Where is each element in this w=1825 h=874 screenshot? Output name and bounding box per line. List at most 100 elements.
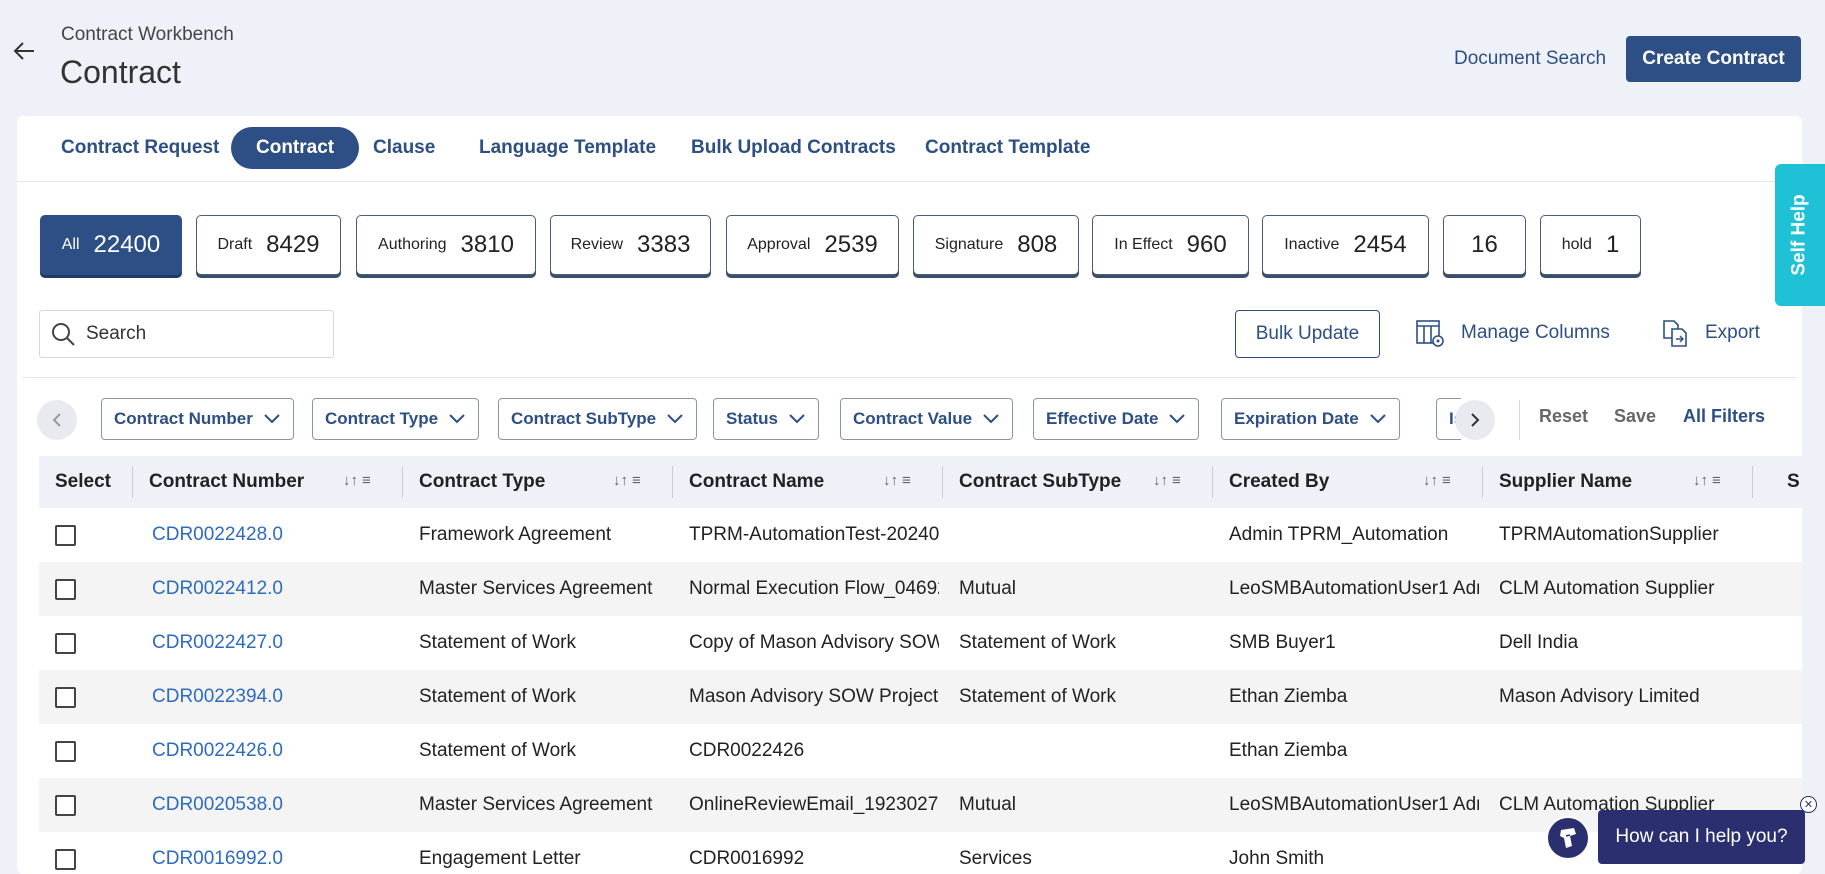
filter-effective-date[interactable]: Effective Date <box>1033 398 1200 440</box>
table-row[interactable]: CDR0022394.0 Statement of Work Mason Adv… <box>39 670 1802 724</box>
column-separator[interactable] <box>132 466 133 498</box>
filters-scroll-left-button[interactable] <box>37 400 77 440</box>
tab-bulk-upload-contracts[interactable]: Bulk Upload Contracts <box>691 137 896 158</box>
row-select-checkbox[interactable] <box>55 633 76 654</box>
status-chip-unlabeled[interactable]: 16 <box>1443 215 1526 275</box>
tab-language-template[interactable]: Language Template <box>479 137 657 158</box>
row-select-checkbox[interactable] <box>55 849 76 870</box>
cell-contract-subtype: Statement of Work <box>959 686 1116 707</box>
row-select-checkbox[interactable] <box>55 687 76 708</box>
column-header-truncated[interactable]: S <box>1787 471 1800 492</box>
search-input[interactable] <box>86 323 316 345</box>
status-chip-review[interactable]: Review 3383 <box>550 215 711 275</box>
column-separator[interactable] <box>1212 466 1213 498</box>
cell-contract-type: Statement of Work <box>419 686 576 707</box>
column-header-supplier-name[interactable]: Supplier Name <box>1499 471 1633 492</box>
sort-icon[interactable]: ↓↑ <box>1153 472 1168 489</box>
contract-number-link[interactable]: CDR0022412.0 <box>152 578 283 599</box>
status-chip-approval[interactable]: Approval 2539 <box>726 215 899 275</box>
filter-status[interactable]: Status <box>713 398 819 440</box>
tab-contract-request[interactable]: Contract Request <box>61 137 220 158</box>
sort-icon[interactable]: ↓↑ <box>1423 472 1438 489</box>
chat-assistant-avatar[interactable] <box>1546 816 1590 860</box>
column-controls[interactable]: ↓↑ ≡ <box>1423 472 1451 489</box>
status-chip-hold[interactable]: hold 1 <box>1540 215 1641 275</box>
status-chip-in-effect[interactable]: In Effect 960 <box>1092 215 1249 275</box>
cell-supplier-name: CLM Automation Supplier <box>1499 578 1715 599</box>
sort-icon[interactable]: ↓↑ <box>1693 472 1708 489</box>
save-filters-button[interactable]: Save <box>1614 406 1657 426</box>
create-contract-button[interactable]: Create Contract <box>1626 36 1801 82</box>
column-separator[interactable] <box>402 466 403 498</box>
contract-number-link[interactable]: CDR0022428.0 <box>152 524 283 545</box>
column-controls[interactable]: ↓↑ ≡ <box>613 472 641 489</box>
contract-number-link[interactable]: CDR0022426.0 <box>152 740 283 761</box>
row-select-checkbox[interactable] <box>55 579 76 600</box>
all-filters-button[interactable]: All Filters <box>1683 406 1766 426</box>
filter-expiration-date[interactable]: Expiration Date <box>1221 398 1400 440</box>
table-row[interactable]: CDR0022428.0 Framework Agreement TPRM-Au… <box>39 508 1802 562</box>
table-row[interactable]: CDR0022427.0 Statement of Work Copy of M… <box>39 616 1802 670</box>
column-separator[interactable] <box>672 466 673 498</box>
reset-filters-button[interactable]: Reset <box>1539 406 1589 426</box>
column-controls[interactable]: ↓↑ ≡ <box>1153 472 1181 489</box>
chip-label: Signature <box>934 236 1004 253</box>
column-separator[interactable] <box>942 466 943 498</box>
column-controls[interactable]: ↓↑ ≡ <box>883 472 911 489</box>
self-help-tab[interactable]: Self Help <box>1775 164 1825 306</box>
column-controls[interactable]: ↓↑ ≡ <box>343 472 371 489</box>
column-header-contract-subtype[interactable]: Contract SubType <box>959 471 1122 492</box>
status-chip-draft[interactable]: Draft 8429 <box>196 215 341 275</box>
table-row[interactable]: CDR0022412.0 Master Services Agreement N… <box>39 562 1802 616</box>
column-separator[interactable] <box>1482 466 1483 498</box>
row-select-checkbox[interactable] <box>55 525 76 546</box>
column-menu-icon[interactable]: ≡ <box>1442 472 1451 489</box>
status-chip-inactive[interactable]: Inactive 2454 <box>1262 215 1429 275</box>
back-arrow-icon[interactable] <box>12 38 38 64</box>
export-button[interactable]: Export <box>1661 318 1760 348</box>
document-search-link[interactable]: Document Search <box>1454 48 1607 69</box>
column-header-created-by[interactable]: Created By <box>1229 471 1330 492</box>
column-menu-icon[interactable]: ≡ <box>1712 472 1721 489</box>
column-menu-icon[interactable]: ≡ <box>632 472 641 489</box>
tab-contract[interactable]: Contract <box>231 127 360 169</box>
filter-contract-type[interactable]: Contract Type <box>312 398 480 440</box>
filter-contract-number[interactable]: Contract Number <box>101 398 294 440</box>
column-separator[interactable] <box>1752 466 1753 498</box>
contract-number-link[interactable]: CDR0020538.0 <box>152 794 283 815</box>
manage-columns-button[interactable]: Manage Columns <box>1415 318 1610 348</box>
contract-number-link[interactable]: CDR0022394.0 <box>152 686 283 707</box>
column-controls[interactable]: ↓↑ ≡ <box>1693 472 1721 489</box>
tab-contract-template[interactable]: Contract Template <box>925 137 1091 158</box>
row-select-checkbox[interactable] <box>55 741 76 762</box>
row-select-checkbox[interactable] <box>55 795 76 816</box>
column-menu-icon[interactable]: ≡ <box>902 472 911 489</box>
table-row[interactable]: CDR0020538.0 Master Services Agreement O… <box>39 778 1802 832</box>
filter-contract-value[interactable]: Contract Value <box>840 398 1014 440</box>
status-chip-authoring[interactable]: Authoring 3810 <box>356 215 536 275</box>
sort-icon[interactable]: ↓↑ <box>343 472 358 489</box>
status-chip-signature[interactable]: Signature 808 <box>913 215 1079 275</box>
column-menu-icon[interactable]: ≡ <box>1172 472 1181 489</box>
chevron-down-icon <box>789 414 805 424</box>
table-row[interactable]: CDR0016992.0 Engagement Letter CDR001699… <box>39 832 1802 874</box>
chat-close-icon[interactable]: ✕ <box>1800 796 1817 813</box>
filters-scroll-right-button[interactable] <box>1455 400 1495 440</box>
column-header-contract-name[interactable]: Contract Name <box>689 471 825 492</box>
tab-clause[interactable]: Clause <box>373 137 436 158</box>
chat-prompt-button[interactable]: How can I help you? <box>1598 810 1805 864</box>
column-menu-icon[interactable]: ≡ <box>362 472 371 489</box>
chevron-down-icon <box>1369 414 1386 424</box>
bulk-update-button[interactable]: Bulk Update <box>1235 310 1380 358</box>
sort-icon[interactable]: ↓↑ <box>883 472 898 489</box>
status-chip-all[interactable]: All 22400 <box>40 215 182 275</box>
column-header-contract-number[interactable]: Contract Number <box>149 471 305 492</box>
filter-contract-subtype[interactable]: Contract SubType <box>498 398 698 440</box>
sort-icon[interactable]: ↓↑ <box>613 472 628 489</box>
contract-number-link[interactable]: CDR0022427.0 <box>152 632 283 653</box>
column-header-contract-type[interactable]: Contract Type <box>419 471 546 492</box>
contract-number-link[interactable]: CDR0016992.0 <box>152 848 283 869</box>
breadcrumb[interactable]: Contract Workbench <box>61 24 234 45</box>
table-row[interactable]: CDR0022426.0 Statement of Work CDR002242… <box>39 724 1802 778</box>
manage-columns-label: Manage Columns <box>1461 322 1610 343</box>
